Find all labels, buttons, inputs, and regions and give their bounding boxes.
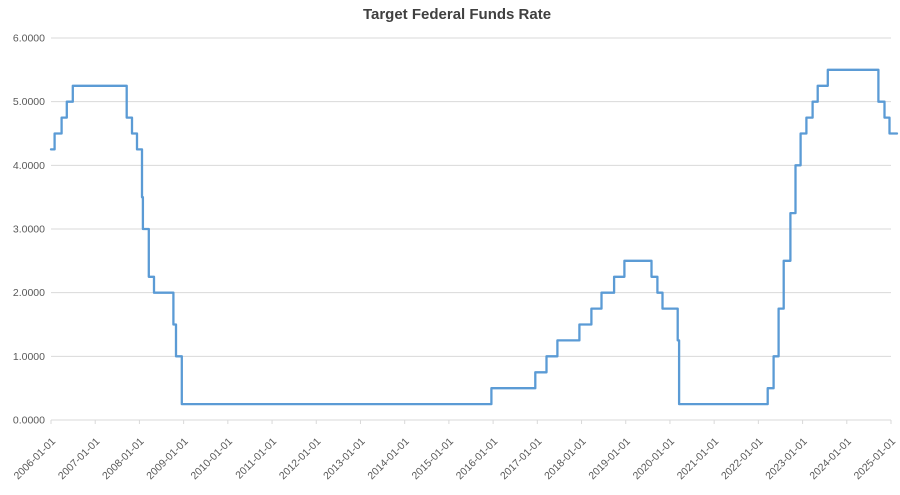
y-axis-tick-label: 1.0000	[13, 351, 45, 363]
x-axis-tick-label: 2020-01-01	[631, 436, 678, 483]
x-axis-tick-label: 2015-01-01	[410, 436, 457, 483]
y-axis-tick-label: 6.0000	[13, 33, 45, 45]
x-axis-tick-label: 2014-01-01	[365, 436, 412, 483]
x-axis-tick-label: 2022-01-01	[719, 436, 766, 483]
y-axis-tick-label: 5.0000	[13, 96, 45, 108]
y-axis-tick-label: 4.0000	[13, 160, 45, 172]
fed-funds-rate-line	[49, 68, 899, 406]
y-axis-tick-label: 3.0000	[13, 224, 45, 236]
x-axis-tick-label: 2016-01-01	[454, 436, 501, 483]
x-axis-tick-label: 2010-01-01	[188, 436, 235, 483]
y-axis-tick-label: 2.0000	[13, 287, 45, 299]
x-axis-tick-label: 2012-01-01	[277, 436, 324, 483]
gridlines-group	[51, 37, 891, 421]
x-axis-tick-label: 2019-01-01	[586, 436, 633, 483]
x-axis-ticks-group	[50, 420, 892, 424]
x-axis-tick-label: 2023-01-01	[763, 436, 810, 483]
x-axis-tick-label: 2013-01-01	[321, 436, 368, 483]
y-axis-tick-label: 0.0000	[13, 415, 45, 427]
x-axis-tick-label: 2025-01-01	[852, 436, 899, 483]
x-axis-tick-label: 2007-01-01	[56, 436, 103, 483]
x-axis-labels-group: 2006-01-012007-01-012008-01-012009-01-01…	[12, 436, 899, 483]
x-axis-tick-label: 2009-01-01	[144, 436, 191, 483]
x-axis-tick-label: 2018-01-01	[542, 436, 589, 483]
x-axis-tick-label: 2011-01-01	[233, 436, 279, 482]
y-axis-labels-group: 0.0000 1.0000 2.0000 3.0000 4.0000 5.0000 6.00…	[13, 33, 45, 427]
x-axis-tick-label: 2017-01-01	[498, 436, 545, 483]
x-axis-tick-label: 2024-01-01	[807, 436, 854, 483]
chart-title: Target Federal Funds Rate	[363, 6, 551, 23]
series-group	[49, 68, 899, 406]
x-axis-tick-label: 2006-01-01	[12, 436, 59, 483]
x-axis-tick-label: 2021-01-01	[675, 436, 722, 483]
x-axis-tick-label: 2008-01-01	[100, 436, 147, 483]
